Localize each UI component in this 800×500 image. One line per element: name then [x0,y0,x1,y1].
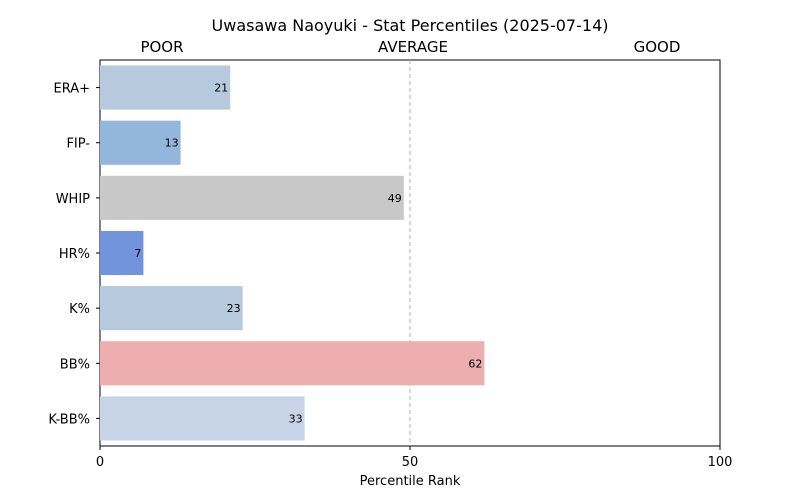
zone-label-good: GOOD [634,38,681,56]
x-tick-label: 100 [708,455,733,470]
y-tick-labels: ERA+ FIP- WHIP HR% K% BB% K-BB% [48,82,100,427]
y-tick-label: BB% [60,357,90,372]
zone-labels: POOR AVERAGE GOOD [140,38,680,56]
bar-value-label: 49 [388,192,402,205]
y-tick-label: FIP- [66,137,90,152]
bar-k [100,286,243,331]
bars-group: 21 13 49 7 23 62 33 [100,65,485,441]
bar-value-label: 33 [289,412,303,425]
bar-bb [100,341,485,386]
bar-whip [100,175,404,220]
chart-title: Uwasawa Naoyuki - Stat Percentiles (2025… [212,16,609,35]
x-axis-label: Percentile Rank [360,474,461,489]
bar-value-label: 62 [468,357,482,370]
zone-label-poor: POOR [140,38,183,56]
y-tick-label: HR% [59,247,90,262]
bar-value-label: 23 [227,302,241,315]
bar-value-label: 21 [214,82,228,95]
bar-hr [100,230,144,276]
y-tick-label: WHIP [56,192,90,207]
y-tick-label: K-BB% [48,412,90,427]
bar-value-label: 7 [134,247,141,260]
bar-era [100,65,231,110]
x-tick-label: 50 [402,455,419,470]
bar-k-bb [100,396,305,441]
x-axis-ticks: 0 50 100 [96,446,733,470]
bar-value-label: 13 [165,137,179,150]
bar-fip [100,120,181,165]
y-tick-label: K% [69,302,90,317]
x-tick-label: 0 [96,455,104,470]
y-tick-label: ERA+ [53,82,90,97]
zone-label-average: AVERAGE [378,38,448,56]
